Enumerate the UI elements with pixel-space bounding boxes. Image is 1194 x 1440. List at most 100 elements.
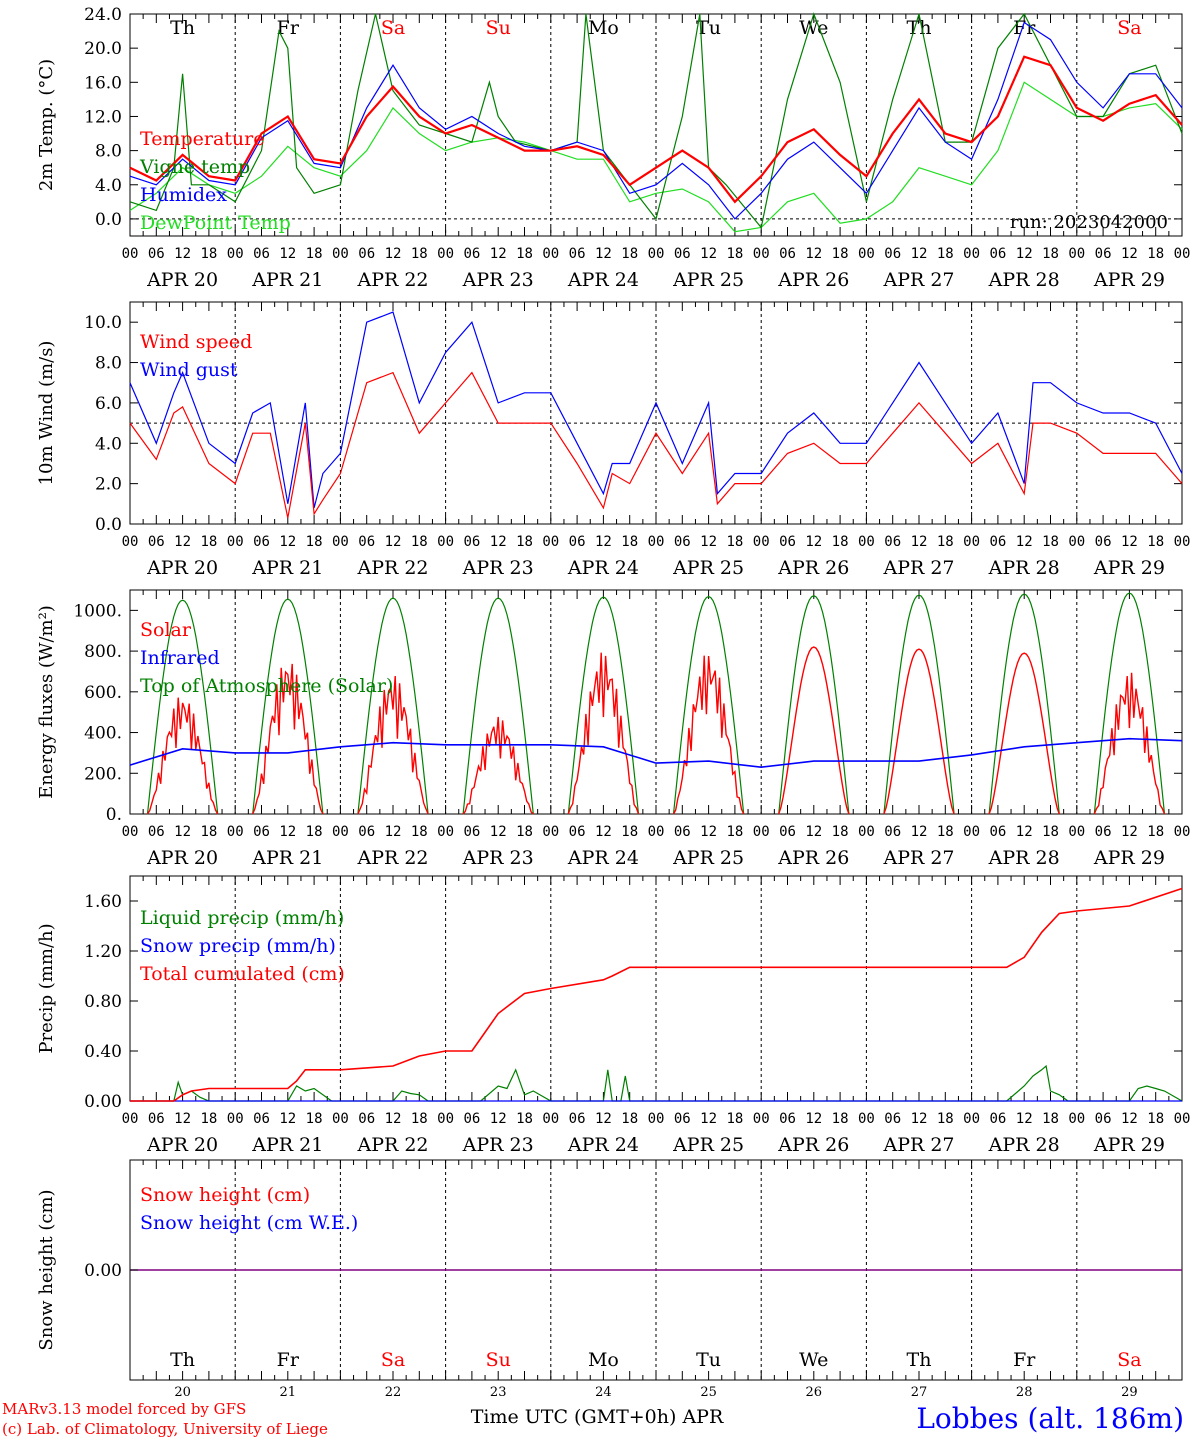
hour-tick-label: 18	[1042, 534, 1059, 550]
date-label: APR 22	[356, 847, 428, 869]
day-label: Th	[907, 1349, 932, 1371]
hour-tick-label: 00	[648, 1111, 665, 1127]
hour-tick-label: 18	[200, 246, 217, 262]
legend-entry: Liquid precip (mm/h)	[140, 907, 344, 929]
y-tick-label: 12.0	[84, 107, 122, 127]
legend-entry: Top of Atmosphere (Solar)	[140, 675, 393, 697]
hour-tick-label: 06	[148, 1111, 165, 1127]
date-label: APR 27	[882, 847, 954, 869]
panel-1: Th Fr Sa Su Mo Tu We Th Fr Sa 00 06 12 18 APR 20 00 06 12…	[36, 5, 1190, 291]
toa-arc	[146, 599, 219, 815]
hour-tick-label: 12	[700, 246, 717, 262]
day-label: We	[799, 17, 828, 39]
hour-tick-label: 12	[1016, 824, 1033, 840]
hour-tick-label: 18	[832, 534, 849, 550]
hour-tick-label: 12	[385, 1111, 402, 1127]
hour-tick-label: 18	[516, 1111, 533, 1127]
hour-tick-label: 06	[779, 534, 796, 550]
hour-tick-label: 12	[805, 534, 822, 550]
toa-arc	[672, 595, 745, 815]
date-label: APR 25	[672, 1134, 744, 1156]
hour-tick-label: 12	[1016, 246, 1033, 262]
hour-tick-label: 18	[621, 246, 638, 262]
date-label: APR 27	[882, 269, 954, 291]
date-label: APR 27	[882, 1134, 954, 1156]
hour-tick-label: 12	[1016, 534, 1033, 550]
hour-tick-label: 00	[753, 246, 770, 262]
hour-tick-label: 00	[332, 1111, 349, 1127]
series-line	[129, 81, 1183, 233]
day-label: Mo	[588, 1349, 619, 1371]
hour-tick-label: 12	[279, 534, 296, 550]
day-label: Fr	[1013, 1349, 1036, 1371]
hour-tick-label: 18	[726, 246, 743, 262]
legend-entry: Total cumulated (cm)	[140, 963, 345, 985]
y-tick-label: 24.0	[84, 5, 122, 25]
hour-tick-label: 18	[621, 1111, 638, 1127]
date-label: APR 28	[988, 847, 1060, 869]
hour-tick-label: 00	[332, 534, 349, 550]
hour-tick-label: 00	[858, 246, 875, 262]
date-label: APR 24	[567, 269, 639, 291]
hour-tick-label: 00	[753, 824, 770, 840]
hour-tick-label: 06	[358, 246, 375, 262]
day-label: Su	[486, 1349, 511, 1371]
hour-tick-label: 12	[805, 1111, 822, 1127]
hour-tick-label: 06	[884, 824, 901, 840]
y-axis-label: Energy fluxes (W/m²)	[36, 605, 57, 799]
hour-tick-label: 06	[989, 824, 1006, 840]
hour-tick-label: 06	[358, 534, 375, 550]
hour-tick-label: 00	[963, 1111, 980, 1127]
hour-tick-label: 06	[779, 824, 796, 840]
date-label: APR 25	[672, 557, 744, 579]
hour-tick-label: 00	[227, 1111, 244, 1127]
hour-tick-label: 18	[1147, 824, 1164, 840]
hour-tick-label: 18	[411, 824, 428, 840]
y-tick-label: 2.0	[95, 475, 122, 495]
hour-tick-label: 18	[411, 246, 428, 262]
hour-tick-label: 00	[332, 824, 349, 840]
hour-tick-label: 18	[832, 1111, 849, 1127]
y-tick-label: 10.0	[84, 313, 122, 333]
solar-curve	[1093, 672, 1166, 815]
hour-tick-label: 12	[595, 246, 612, 262]
hour-tick-label: 00	[963, 534, 980, 550]
hour-tick-label: 00	[753, 534, 770, 550]
date-number: 27	[911, 1385, 928, 1400]
date-label: APR 20	[146, 557, 218, 579]
solar-curve	[357, 675, 429, 815]
hour-tick-label: 06	[253, 824, 270, 840]
legend-entry: Snow height (cm W.E.)	[140, 1212, 358, 1234]
date-label: APR 21	[251, 847, 323, 869]
y-axis-label: Precip (mm/h)	[36, 923, 57, 1053]
toa-arc	[883, 594, 955, 815]
hour-tick-label: 18	[726, 824, 743, 840]
legend-entry: Wind gust	[140, 359, 238, 381]
hour-tick-label: 12	[174, 534, 191, 550]
day-label: Th	[907, 17, 932, 39]
date-number: 29	[1121, 1385, 1138, 1400]
hour-tick-label: 12	[595, 534, 612, 550]
y-tick-label: 6.0	[95, 394, 122, 414]
toa-arc	[778, 595, 850, 815]
y-tick-label: 0.80	[84, 992, 122, 1012]
panel-3: 00 06 12 18 APR 20 00 06 12 18 APR 21 00 06 12 18 APR …	[36, 589, 1190, 869]
hour-tick-label: 00	[122, 1111, 139, 1127]
hour-tick-label: 18	[937, 246, 954, 262]
hour-tick-label: 06	[148, 824, 165, 840]
hour-tick-label: 06	[463, 824, 480, 840]
hour-tick-label: 00	[648, 824, 665, 840]
hour-tick-label: 12	[174, 246, 191, 262]
date-number: 24	[595, 1385, 612, 1400]
hour-tick-label: 18	[1042, 824, 1059, 840]
hour-tick-label: 18	[832, 246, 849, 262]
solar-curve	[462, 716, 534, 815]
y-tick-label: 8.0	[95, 354, 122, 374]
date-label: APR 24	[567, 557, 639, 579]
credit-line-1: MARv3.13 model forced by GFS	[2, 1400, 246, 1418]
hour-tick-label: 00	[1068, 246, 1085, 262]
x-axis-label: Time UTC (GMT+0h) APR	[471, 1406, 724, 1428]
solar-curve	[567, 652, 640, 815]
date-label: APR 23	[462, 1134, 534, 1156]
y-tick-label: 16.0	[84, 73, 122, 93]
